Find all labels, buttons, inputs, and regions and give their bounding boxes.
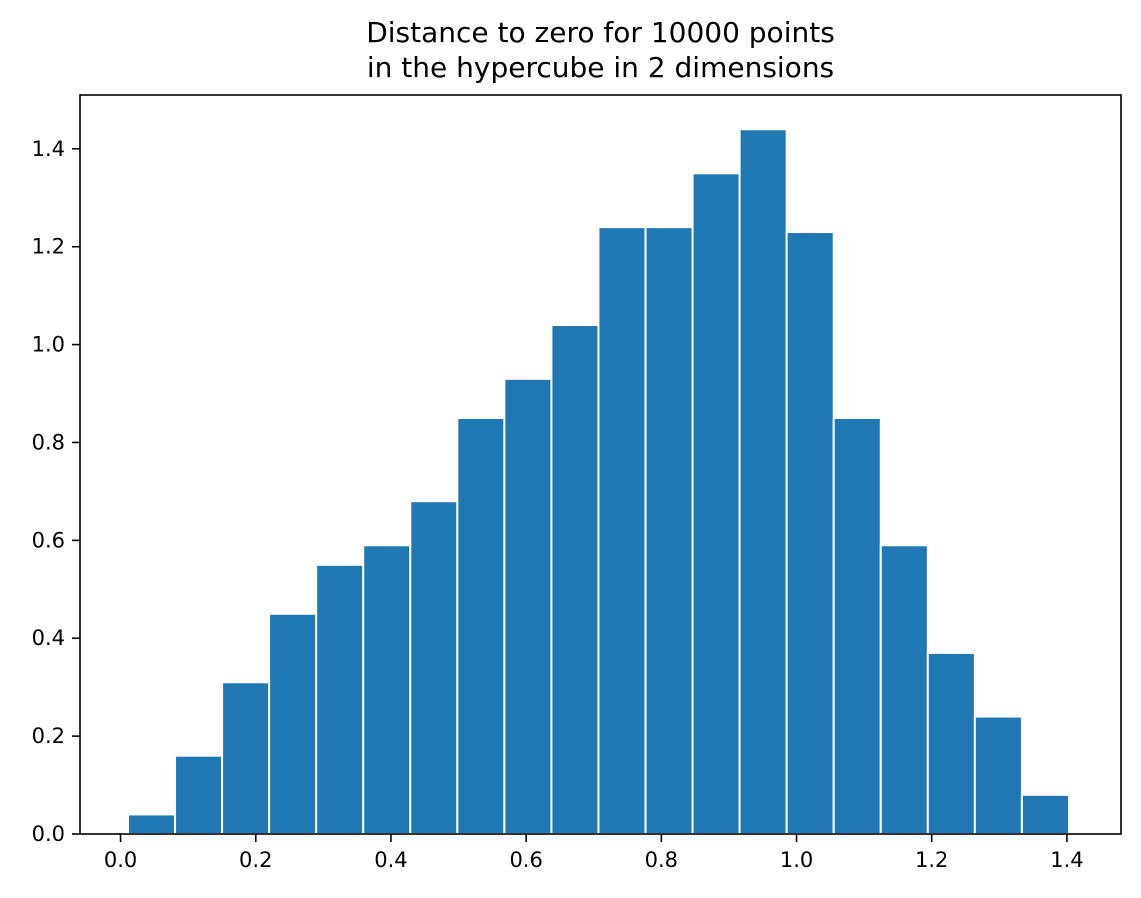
histogram-bar [126,813,177,835]
y-tick-label: 0.0 [32,822,65,846]
x-tick-label: 0.8 [645,848,678,872]
histogram-bar [644,226,694,835]
histogram-bar [597,226,647,835]
chart-title-line-2: in the hypercube in 2 dimensions [366,51,835,84]
histogram-bar [268,612,318,835]
y-tick-label: 1.2 [32,235,65,259]
histogram-bar [221,681,271,836]
histogram-bar [879,544,929,835]
histogram-bar [691,172,741,836]
histogram-bar [362,544,412,835]
y-tick-label: 0.8 [32,430,65,454]
x-tick-label: 0.0 [104,848,137,872]
x-tick-label: 0.4 [374,848,407,872]
y-tick-label: 0.4 [32,626,65,650]
axes-frame [79,94,1122,835]
x-tick-label: 1.2 [915,848,948,872]
x-tick-label: 1.4 [1050,848,1083,872]
x-tick-label: 1.0 [780,848,813,872]
x-tick-label: 0.6 [509,848,542,872]
histogram-bar [785,231,835,835]
histogram-bar [503,377,553,835]
histogram-bar [174,754,224,836]
histogram-bar [315,563,365,835]
histogram-bar [1020,793,1070,835]
histogram-bar [926,651,976,835]
histogram-bar [973,715,1023,835]
y-tick-label: 1.0 [32,333,65,357]
y-tick-label: 0.6 [32,528,65,552]
x-tick-label: 0.2 [239,848,272,872]
histogram-bar [409,500,459,835]
histogram-bar [738,128,788,835]
histogram-bar [456,417,506,835]
y-tick-label: 1.4 [32,137,65,161]
histogram-bar [832,417,882,835]
chart-title-line-1: Distance to zero for 10000 points [366,16,835,49]
histogram-bar [550,324,600,835]
y-tick-label: 0.2 [32,724,65,748]
